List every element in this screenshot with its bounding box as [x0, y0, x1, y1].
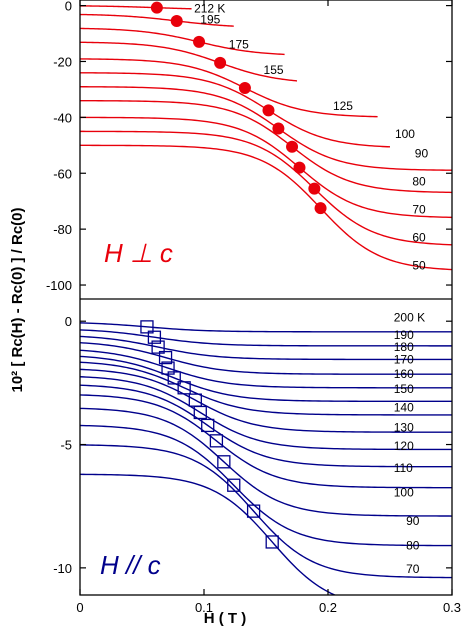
curve-label-170: 170 — [394, 352, 414, 366]
marker-125 — [238, 82, 251, 95]
curve-140 — [80, 368, 452, 433]
curve-label-110: 110 — [394, 461, 413, 475]
plot-frame — [79, 0, 453, 596]
curve-label-70: 70 — [412, 203, 426, 217]
curve-125 — [80, 58, 378, 118]
curve-155 — [80, 41, 298, 82]
curve-label-100: 100 — [395, 127, 415, 141]
curve-90 — [80, 424, 452, 547]
marker-200 — [140, 320, 154, 334]
curve-label-80: 80 — [412, 175, 426, 189]
panel-label-h-parallel-c: H // c — [100, 550, 161, 580]
curve-200 — [80, 322, 452, 333]
curve-label-180: 180 — [394, 340, 414, 354]
x-tick-label: 0.3 — [443, 600, 461, 615]
curve-label-70: 70 — [406, 562, 420, 576]
curve-120 — [80, 384, 452, 468]
marker-195 — [170, 14, 183, 27]
curve-130 — [80, 376, 452, 451]
marker-80 — [286, 140, 299, 153]
y-tick-label: -20 — [53, 54, 72, 69]
curve-190 — [80, 329, 452, 347]
curve-195 — [80, 13, 234, 27]
curve-165 — [80, 349, 452, 389]
curve-label-90: 90 — [415, 147, 429, 161]
curve-label-90: 90 — [406, 514, 420, 528]
marker-190 — [147, 330, 162, 344]
curve-label-150: 150 — [394, 382, 414, 396]
curve-label-212: 212 K — [194, 1, 225, 15]
curve-180 — [80, 335, 452, 361]
x-tick-label: 0 — [76, 600, 83, 615]
marker-160 — [167, 371, 181, 385]
panel-label-h-perp-c: H ⊥ c — [104, 238, 173, 268]
marker-60 — [308, 182, 321, 195]
marker-212 — [150, 1, 163, 14]
y-tick-label: -100 — [46, 278, 72, 293]
marker-120 — [201, 418, 215, 433]
curve-label-175: 175 — [229, 38, 249, 52]
curve-90 — [80, 86, 452, 171]
y-tick-label: 0 — [65, 0, 72, 14]
curve-50 — [80, 144, 452, 271]
marker-80 — [246, 504, 261, 518]
y-tick-label: -40 — [53, 110, 72, 125]
curve-60 — [80, 130, 452, 246]
marker-90 — [227, 478, 241, 492]
marker-180 — [151, 340, 165, 354]
marker-170 — [158, 350, 173, 365]
curve-80 — [80, 444, 452, 579]
y-axis-label: 10² [ Rc(H) - Rc(0) ] / Rc(0) — [9, 207, 26, 392]
marker-150 — [177, 381, 191, 395]
curve-label-190: 190 — [394, 328, 414, 342]
marker-70 — [265, 535, 279, 549]
curve-70 — [80, 116, 452, 219]
curve-70 — [80, 473, 337, 595]
curve-label-125: 125 — [333, 99, 353, 113]
y-tick-label: 0 — [65, 314, 72, 329]
curve-150 — [80, 361, 452, 416]
y-tick-label: -5 — [60, 438, 72, 453]
y-tick-label: -80 — [53, 222, 72, 237]
curve-label-160: 160 — [394, 367, 414, 381]
marker-155 — [214, 56, 227, 69]
curve-212 — [80, 5, 192, 10]
marker-130 — [193, 405, 207, 420]
curve-label-140: 140 — [394, 401, 414, 415]
marker-90 — [272, 122, 285, 135]
curve-label-80: 80 — [406, 539, 420, 553]
curve-110 — [80, 394, 452, 489]
curve-label-130: 130 — [394, 420, 414, 434]
curve-100 — [80, 407, 452, 517]
curve-label-60: 60 — [412, 231, 426, 245]
x-axis-label: H ( T ) — [204, 610, 247, 627]
x-tick-label: 0.1 — [195, 600, 213, 615]
marker-175 — [193, 35, 206, 48]
marker-100 — [217, 455, 231, 469]
marker-70 — [293, 161, 306, 174]
curve-80 — [80, 99, 452, 194]
marker-100 — [262, 104, 275, 117]
curve-175 — [80, 27, 285, 56]
curve-160 — [80, 355, 452, 403]
bottom-panel-h-parallel-c: 200 K19018017016015014013012011010090807… — [53, 0, 461, 615]
marker-50 — [314, 202, 327, 215]
curve-label-100: 100 — [394, 486, 414, 500]
curve-label-50: 50 — [412, 258, 426, 272]
curve-label-200: 200 K — [394, 311, 425, 325]
curve-label-120: 120 — [394, 439, 414, 453]
y-axis-label-text: 10² [ Rc(H) - Rc(0) ] / Rc(0) — [9, 207, 26, 392]
curve-170 — [80, 342, 452, 375]
curve-label-195: 195 — [200, 13, 220, 27]
marker-110 — [209, 434, 224, 448]
curve-100 — [80, 72, 391, 148]
y-tick-label: -10 — [53, 561, 72, 576]
x-tick-label: 0.2 — [319, 600, 337, 615]
curve-label-155: 155 — [264, 63, 284, 77]
y-tick-label: -60 — [53, 166, 72, 181]
